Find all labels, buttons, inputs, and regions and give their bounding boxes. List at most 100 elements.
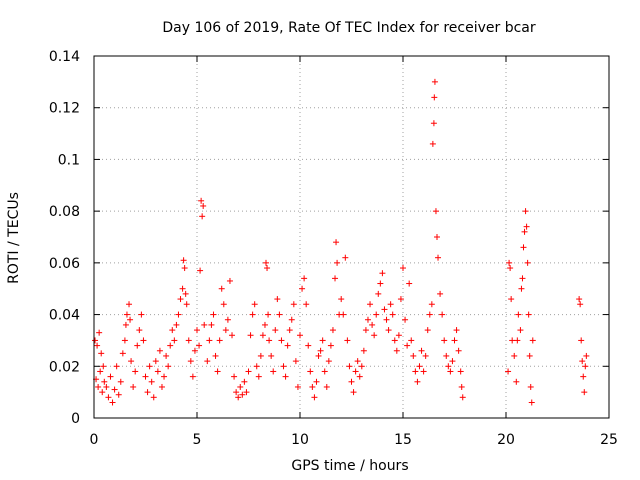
data-point — [222, 327, 229, 334]
data-point — [156, 347, 163, 354]
data-point — [142, 373, 149, 380]
data-point — [334, 259, 341, 266]
data-point — [261, 321, 268, 328]
data-point — [259, 332, 266, 339]
data-point — [210, 311, 217, 318]
data-point — [171, 337, 178, 344]
data-point — [299, 285, 306, 292]
data-point — [420, 368, 427, 375]
data-point — [288, 316, 295, 323]
data-point — [338, 296, 345, 303]
data-point — [94, 342, 101, 349]
data-point — [354, 358, 361, 365]
data-point — [128, 358, 135, 365]
data-point — [132, 368, 139, 375]
data-point — [576, 296, 583, 303]
data-point — [196, 342, 203, 349]
data-point — [280, 363, 287, 370]
x-tick-label: 15 — [394, 432, 412, 448]
data-point — [194, 327, 200, 334]
data-point — [333, 239, 340, 246]
x-tick-label: 20 — [497, 432, 515, 448]
data-point — [381, 306, 388, 313]
data-point — [231, 373, 238, 380]
data-point — [111, 386, 118, 393]
data-point — [387, 301, 394, 308]
data-point — [216, 337, 223, 344]
data-point — [455, 347, 462, 354]
data-point — [453, 327, 460, 334]
data-point — [191, 347, 198, 354]
data-point — [525, 311, 532, 318]
data-point — [150, 394, 157, 401]
data-point — [391, 337, 398, 344]
data-point — [522, 208, 529, 215]
data-point — [122, 321, 129, 328]
data-point — [325, 358, 332, 365]
data-point — [198, 197, 205, 204]
data-point — [226, 277, 233, 284]
data-point — [447, 368, 454, 375]
data-point — [518, 285, 525, 292]
data-point — [282, 373, 289, 380]
data-point — [505, 368, 512, 375]
data-point — [105, 394, 112, 401]
data-point — [134, 342, 141, 349]
data-point — [208, 321, 215, 328]
data-point — [204, 358, 211, 365]
data-point — [177, 296, 184, 303]
data-point — [121, 337, 128, 344]
data-point — [146, 363, 153, 370]
data-point — [528, 399, 535, 406]
y-tick-label: 0.12 — [49, 101, 80, 117]
y-tick-label: 0.06 — [49, 256, 80, 272]
data-point — [99, 389, 106, 396]
data-point — [218, 285, 225, 292]
plot-frame — [93, 55, 610, 419]
data-point — [189, 373, 196, 380]
data-point — [201, 321, 208, 328]
data-point — [439, 311, 446, 318]
data-point — [290, 301, 297, 308]
data-point — [187, 358, 194, 365]
data-point — [360, 347, 367, 354]
data-point — [583, 352, 590, 359]
data-point — [181, 265, 188, 272]
data-point — [432, 208, 439, 215]
data-point — [430, 120, 437, 127]
data-point — [340, 311, 347, 318]
data-point — [92, 337, 99, 344]
data-point — [140, 337, 147, 344]
data-point — [206, 337, 213, 344]
data-point — [433, 234, 440, 240]
data-point — [416, 363, 423, 370]
data-point — [418, 347, 425, 354]
data-point — [389, 311, 396, 318]
data-point — [356, 373, 363, 380]
data-point — [519, 275, 526, 282]
data-point — [383, 316, 390, 323]
data-point — [406, 280, 413, 287]
data-point — [379, 270, 386, 277]
data-point — [183, 301, 190, 308]
data-point — [97, 368, 104, 375]
y-tick-label: 0 — [71, 411, 80, 427]
data-point — [197, 267, 204, 274]
data-point — [154, 368, 161, 375]
data-point — [167, 342, 174, 349]
data-point — [107, 373, 114, 380]
data-point — [431, 94, 438, 101]
data-point — [581, 389, 588, 396]
y-tick-label: 0.04 — [49, 308, 80, 324]
data-point — [517, 327, 524, 334]
data-point — [123, 311, 130, 318]
data-point — [520, 244, 527, 251]
data-point — [297, 332, 303, 339]
data-point — [265, 311, 272, 318]
data-point — [117, 378, 124, 385]
x-axis-label: GPS time / hours — [291, 458, 408, 474]
data-point — [402, 316, 409, 323]
data-point — [426, 311, 433, 318]
y-tick-label: 0.14 — [49, 49, 80, 65]
